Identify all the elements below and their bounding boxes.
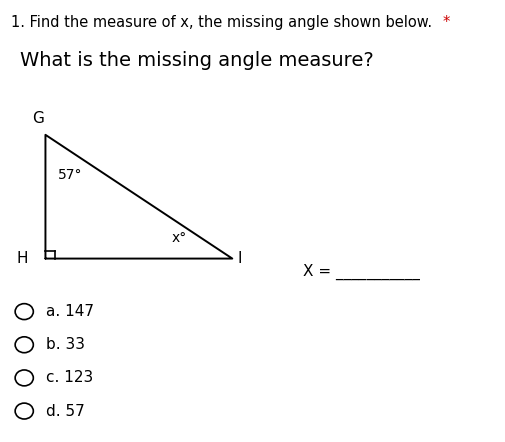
Text: 57°: 57°	[58, 168, 83, 182]
Text: b. 33: b. 33	[46, 337, 85, 352]
Text: H: H	[17, 251, 28, 266]
Text: c. 123: c. 123	[46, 370, 93, 385]
Text: What is the missing angle measure?: What is the missing angle measure?	[20, 51, 374, 70]
Text: a. 147: a. 147	[46, 304, 94, 319]
Text: I: I	[238, 251, 242, 266]
Text: G: G	[32, 111, 44, 126]
Text: 1. Find the measure of x, the missing angle shown below.: 1. Find the measure of x, the missing an…	[11, 15, 432, 30]
Text: d. 57: d. 57	[46, 404, 85, 419]
Text: X = ___________: X = ___________	[303, 264, 420, 280]
Text: *: *	[443, 15, 450, 30]
Text: x°: x°	[172, 231, 187, 245]
